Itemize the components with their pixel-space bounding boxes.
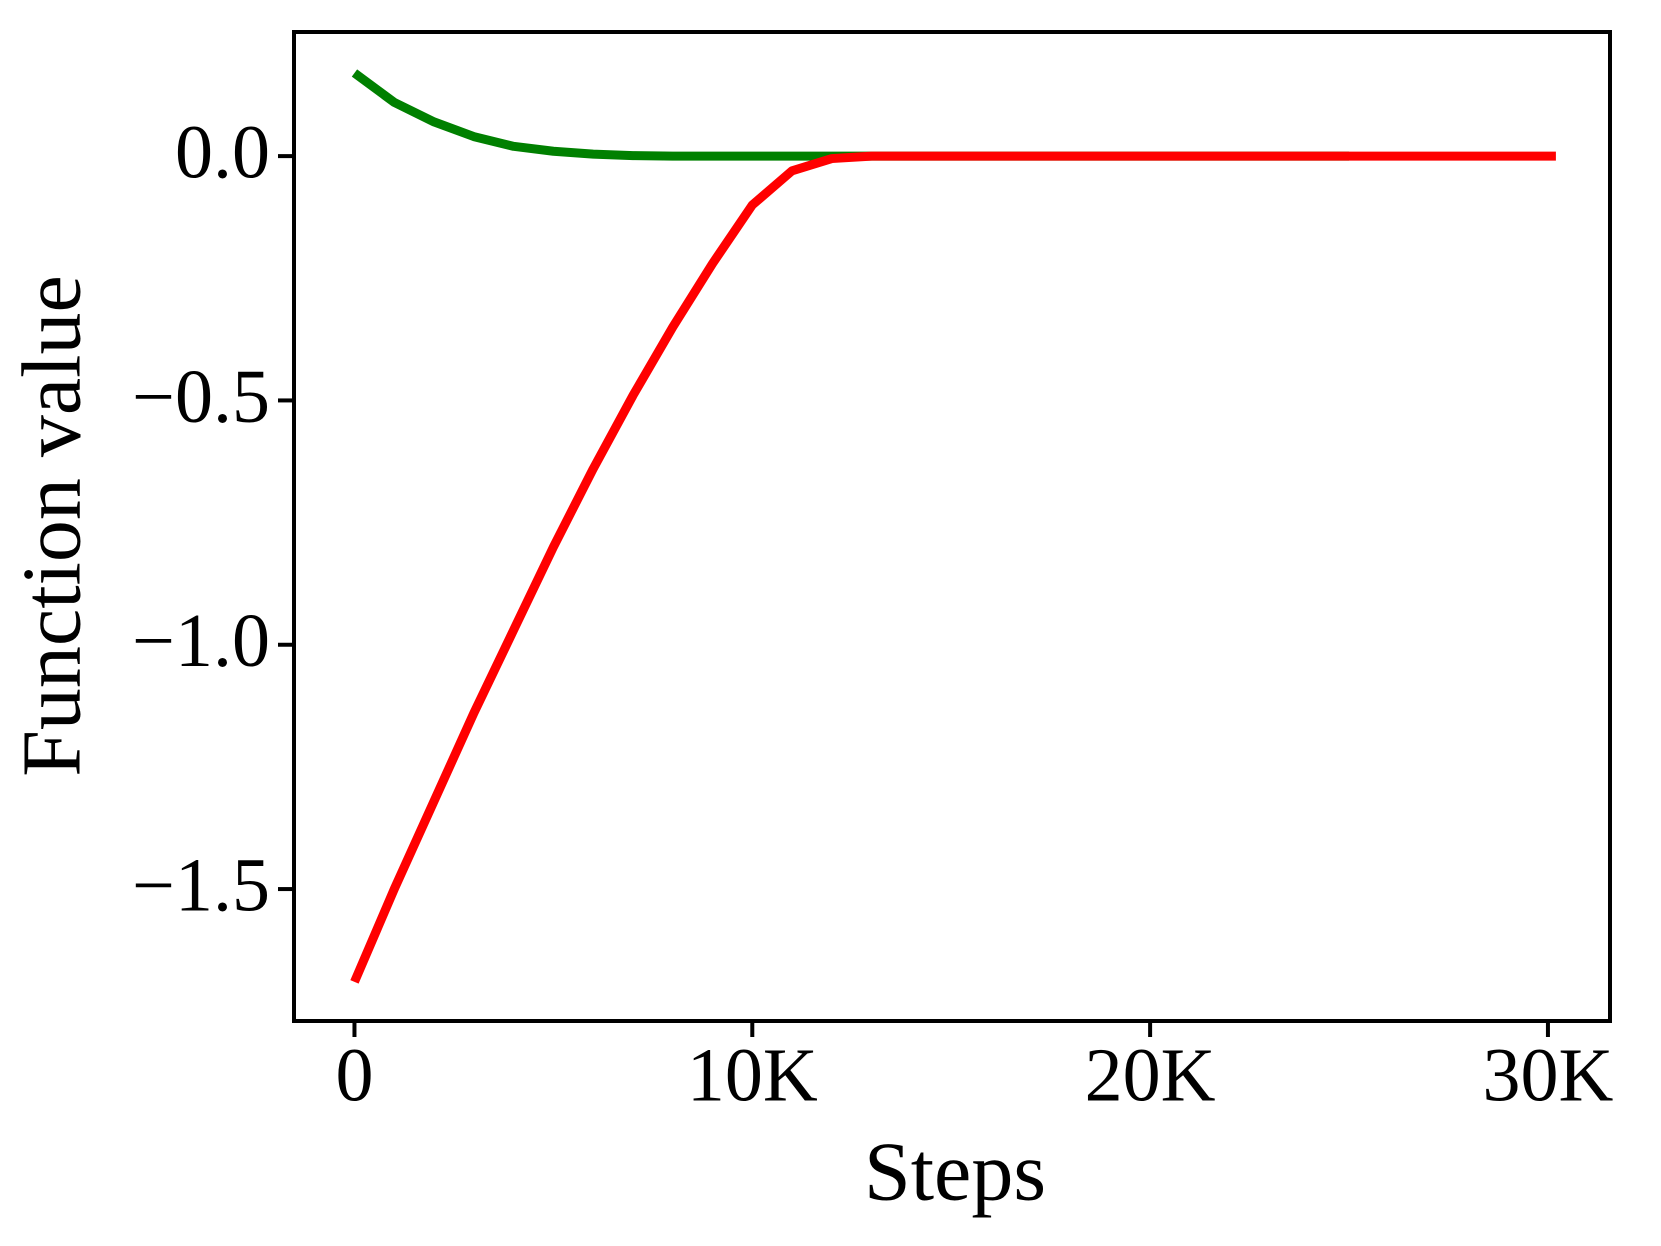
x-tick-label: 30K xyxy=(1482,1033,1613,1117)
y-tick-label: −1.0 xyxy=(132,599,270,683)
y-tick-label: −0.5 xyxy=(132,355,270,439)
series-line xyxy=(351,69,1350,161)
y-tick-label: 0.0 xyxy=(175,111,270,195)
x-tick-label: 10K xyxy=(687,1033,818,1117)
y-tick-label: −1.5 xyxy=(132,844,270,928)
plot-frame xyxy=(292,30,1612,1023)
series-line xyxy=(350,151,1556,984)
x-tick-label: 0 xyxy=(335,1033,373,1117)
x-tick-label: 20K xyxy=(1085,1033,1216,1117)
x-axis-label: Steps xyxy=(864,1125,1046,1218)
y-axis-label: Function value xyxy=(5,275,98,777)
